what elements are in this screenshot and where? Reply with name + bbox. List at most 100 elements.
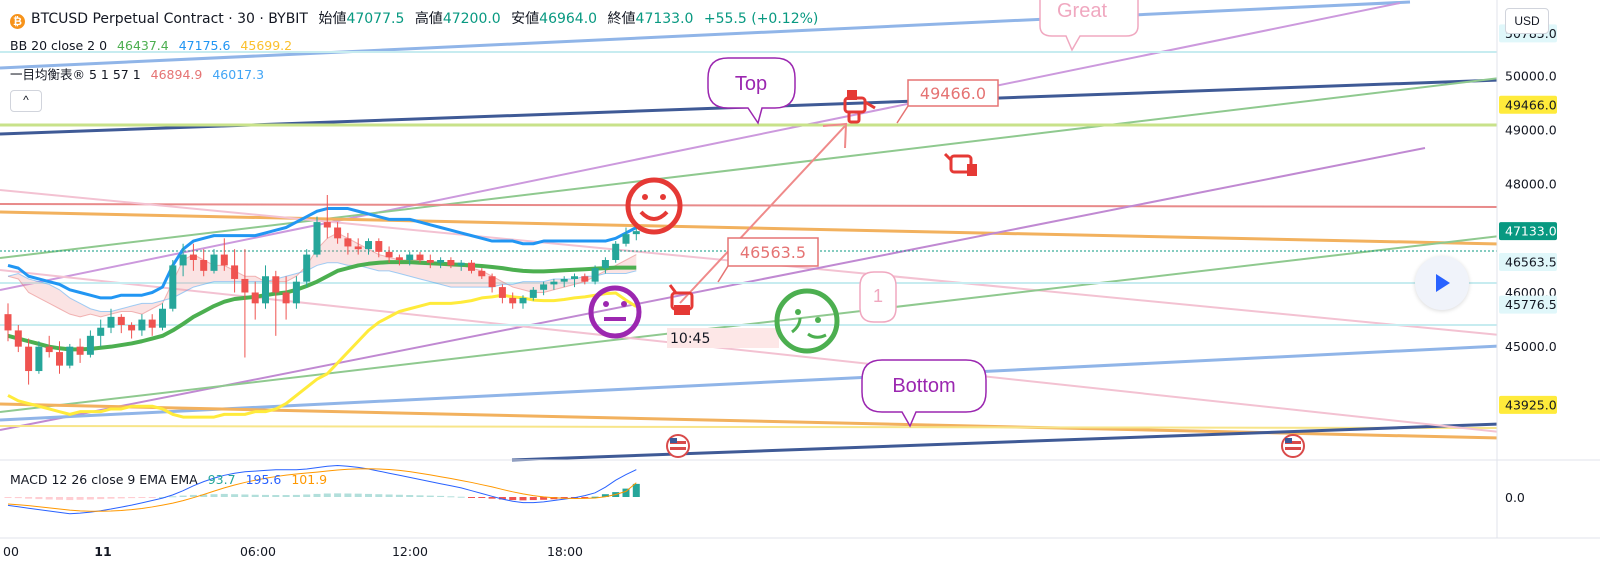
candle-body [540,284,548,290]
price-tick-label: 46563.5 [1505,254,1557,269]
time-tick-label: 06:00 [240,544,276,559]
high-value: 47200.0 [442,11,501,27]
candle-body [282,292,290,304]
candle-body [447,260,455,266]
trendline-purple-1[interactable] [0,2,1401,291]
macd-histogram-bar [468,497,475,498]
macd-histogram-bar [581,497,589,498]
play-button[interactable] [1415,256,1469,310]
candle-body [138,319,146,331]
callout-top[interactable]: Top [707,57,796,125]
macd-histogram-bar [344,493,352,497]
macd-histogram-bar [210,494,218,497]
trendline-navy-bottom[interactable] [511,422,1501,462]
close-label: 終値 [607,11,636,27]
pointing-hand-icon[interactable] [668,284,694,315]
macd-histogram-bar [457,496,465,498]
candle-body [159,308,166,328]
projection-arrow[interactable] [679,125,846,304]
callout-great[interactable]: Great [1039,0,1139,52]
macd-legend[interactable]: MACD 12 26 close 9 EMA EMA 93.7 195.6 10… [10,472,333,487]
price-tick-label: 48000.0 [1505,177,1557,192]
candle-body [498,287,506,298]
level-line-red[interactable] [0,203,1501,208]
trendline-green-1[interactable] [0,77,1501,259]
candle-body [509,297,517,304]
macd-histogram-bar [14,497,22,499]
ichimoku-name: 一目均衡表® 5 1 57 1 [10,67,141,82]
macd-axis: 0.0 [1505,490,1525,505]
price-tick-label: 49000.0 [1505,123,1557,138]
price-tag-high[interactable]: 49466.0 [896,79,999,124]
candle-body [107,316,115,328]
us-flag-event-icon[interactable] [666,434,690,458]
macd-histogram-bar [200,494,208,497]
candle-body [148,319,156,328]
macd-histogram-bar [251,494,259,497]
macd-histogram-bar [220,493,228,497]
ichimoku-value-2: 46017.3 [212,67,265,82]
great-label: Great [1057,0,1107,22]
currency-button[interactable]: USD [1505,8,1549,34]
macd-histogram-bar [282,495,290,497]
macd-histogram-bar [519,497,527,501]
bb-upper-value: 47175.6 [178,38,231,53]
price-level-badge [1499,395,1557,414]
macd-histogram-bar [385,494,393,497]
collapse-legend-button[interactable]: ^ [10,90,42,112]
confused-face-icon[interactable] [774,288,840,354]
symbol-legend[interactable]: ₿ BTCUSD Perpetual Contract · 30 · BYBIT … [10,8,824,29]
price-tag-low[interactable]: 46563.5 [717,237,819,283]
pointing-hand-icon[interactable] [843,90,876,124]
candle-body [35,346,43,372]
price-tag-low-label: 46563.5 [740,243,806,262]
candle-body [220,254,228,266]
ichimoku-legend[interactable]: 一目均衡表® 5 1 57 1 46894.9 46017.3 [10,64,270,83]
candle-body [262,276,269,304]
candle-body [272,276,280,293]
candle-body [354,246,362,250]
candle-body [468,262,475,271]
macd-line [7,464,637,515]
us-flag-event-icon[interactable] [1281,434,1305,458]
bb-lower-value: 45699.2 [240,38,293,53]
bottom-label: Bottom [892,375,955,397]
callout-bottom[interactable]: Bottom [861,359,987,428]
macd-histogram-bar [488,497,496,499]
candle-body [406,254,414,260]
macd-histogram-bar [437,495,445,497]
macd-histogram-bar [76,497,84,500]
trendline-blue-top[interactable] [0,0,1411,70]
candle-body [416,254,424,260]
macd-histogram-bar [25,497,33,499]
candle-body [86,335,94,355]
time-tick-label: 18:00 [547,544,583,559]
candle-body [14,330,22,347]
macd-histogram-bar [601,494,609,497]
macd-histogram-bar [189,494,197,497]
price-axis[interactable]: 50785.050000.049466.049000.048000.047133… [1496,0,1600,538]
macd-histogram-bar [45,497,53,500]
smiley-face-icon[interactable] [625,177,683,235]
trendline-purple-2[interactable] [0,147,1426,431]
macd-tick-label: 0.0 [1505,490,1525,505]
macd-histogram-bar [540,497,548,500]
price-tick-label: 45776.5 [1505,297,1557,312]
time-tick-label: 11 [94,544,111,559]
trendline-blue-2[interactable] [0,344,1501,422]
callout-one[interactable]: 1 [859,271,897,323]
neutral-face-icon[interactable] [588,285,642,339]
symbol-title[interactable]: BTCUSD Perpetual Contract · 30 · BYBIT [31,11,308,27]
pointing-hand-icon[interactable] [943,152,977,176]
bb-legend[interactable]: BB 20 close 2 0 46437.4 47175.6 45699.2 [10,38,298,53]
candle-body [97,327,105,336]
macd-histogram-bar [334,493,342,497]
bb-upper-line [7,207,637,300]
macd-histogram-bar [313,493,321,497]
level-line-43925[interactable] [0,425,1501,429]
change-value: +55.5 (+0.12%) [703,11,819,27]
time-axis[interactable]: 00 11 06:00 12:00 18:00 [3,544,583,559]
low-value: 46964.0 [539,11,598,27]
one-label: 1 [873,286,883,306]
